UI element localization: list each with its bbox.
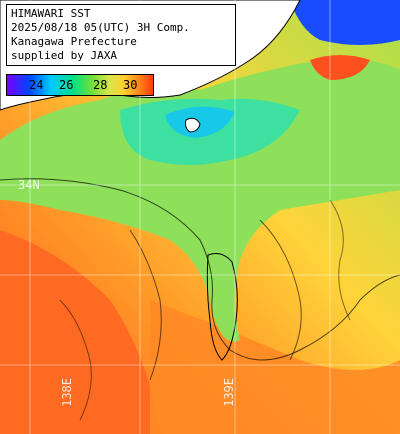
warm-patch-ne [310,55,370,80]
title-box: HIMAWARI SST 2025/08/18 05(UTC) 3H Comp.… [6,4,236,66]
color-scale-bar [7,75,153,95]
lon-label-138: 138E [60,378,74,407]
contour-line [0,178,400,361]
title-line-1: HIMAWARI SST [11,7,91,20]
scale-tick-30: 30 [123,78,138,92]
warm-region-sw [0,230,160,434]
contour-line [259,219,302,361]
contour-line [129,229,162,381]
title-line-2: 2025/08/18 05(UTC) 3H Comp. [11,21,190,34]
title-line-3: Kanagawa Prefecture [11,35,137,48]
contour-line [59,299,92,421]
title-line-4: supplied by JAXA [11,49,117,62]
scale-tick-26: 26 [59,78,74,92]
cold-core [165,106,235,138]
scale-tick-28: 28 [93,78,108,92]
warm-region-s [150,300,400,434]
land-peninsula [206,253,238,361]
scale-ticks: 24 26 28 30 [7,75,153,95]
contour-line [329,199,351,321]
lat-label: 34N [18,178,40,192]
cold-north [290,0,400,45]
scale-tick-24: 24 [29,78,44,92]
lon-label-139: 139E [222,378,236,407]
color-scale: 24 26 28 30 [6,74,154,96]
cool-bay-water [0,58,400,342]
land-island [185,117,201,133]
